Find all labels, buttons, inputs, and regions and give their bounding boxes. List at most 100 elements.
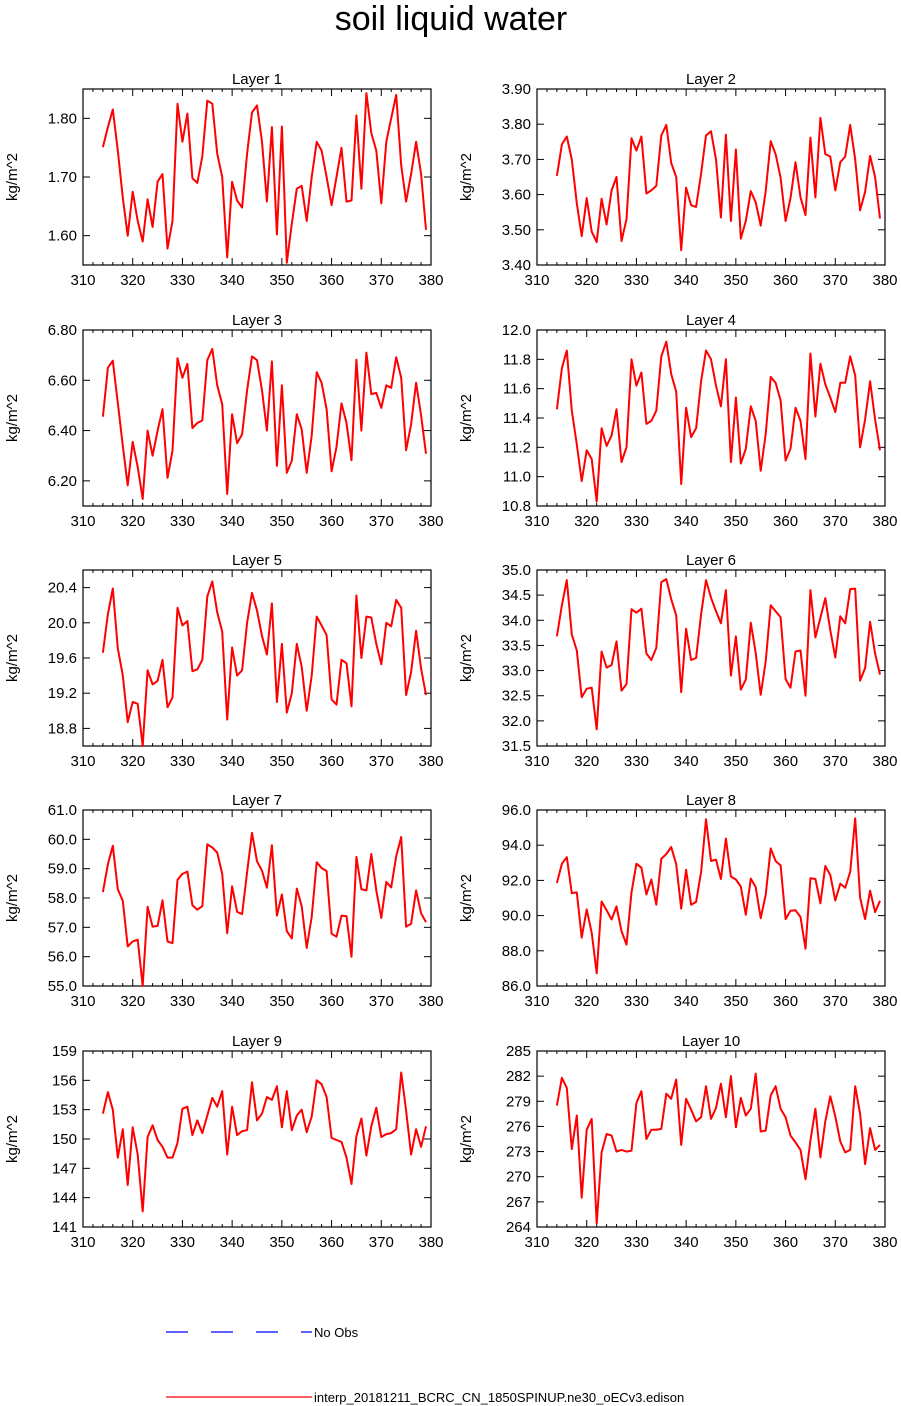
x-tick-label: 370	[823, 1234, 848, 1251]
y-tick-label: 19.2	[48, 685, 77, 702]
chart-panel: Layer 3 kg/m^2 310 320 330 340 350 360 370 380 6.2…	[4, 312, 444, 530]
x-tick-label: 350	[723, 513, 748, 530]
y-axis-label: kg/m^2	[4, 634, 21, 682]
y-tick-label: 285	[506, 1043, 531, 1060]
y-tick-label: 159	[52, 1043, 77, 1060]
legend-label-no-obs: No Obs	[314, 1325, 359, 1340]
x-tick-label: 360	[773, 513, 798, 530]
y-tick-label: 11.4	[503, 410, 531, 427]
x-tick-label: 370	[823, 272, 848, 289]
y-tick-label: 61.0	[48, 802, 77, 819]
y-axis-label: kg/m^2	[4, 1115, 21, 1163]
chart-panel: Layer 7 kg/m^2 310 320 330 340 350 360 370 380 55.…	[4, 792, 444, 1010]
x-tick-label: 380	[418, 1234, 443, 1251]
y-axis-label: kg/m^2	[4, 153, 21, 201]
x-tick-label: 350	[269, 513, 294, 530]
y-tick-label: 282	[506, 1068, 531, 1085]
x-tick-label: 360	[319, 1234, 344, 1251]
y-axis-label: kg/m^2	[458, 153, 475, 201]
series-line	[555, 578, 881, 731]
y-tick-label: 88.0	[502, 943, 531, 960]
x-tick-label: 340	[220, 513, 245, 530]
x-tick-label: 340	[220, 993, 245, 1010]
x-tick-label: 310	[524, 272, 549, 289]
panel-title: Layer 5	[232, 552, 282, 569]
legend-label-model: interp_20181211_BCRC_CN_1850SPINUP.ne30_…	[314, 1390, 684, 1405]
y-tick-label: 31.5	[502, 738, 531, 755]
plot-frame	[536, 569, 886, 747]
y-tick-label: 3.60	[502, 187, 531, 204]
y-tick-label: 11.6	[503, 381, 531, 398]
y-tick-label: 11.8	[503, 351, 531, 368]
x-tick-label: 360	[319, 753, 344, 770]
x-tick-label: 340	[674, 513, 699, 530]
panel-title: Layer 4	[686, 312, 736, 329]
x-tick-label: 330	[170, 513, 195, 530]
chart-panel: Layer 5 kg/m^2 310 320 330 340 350 360 370 380 18.…	[4, 552, 444, 770]
plot-frame	[82, 329, 432, 507]
y-tick-label: 150	[52, 1131, 77, 1148]
x-tick-label: 310	[524, 1234, 549, 1251]
x-tick-label: 360	[773, 993, 798, 1010]
series-line	[555, 817, 881, 975]
y-tick-label: 60.0	[48, 831, 77, 848]
y-tick-label: 32.5	[502, 688, 531, 705]
figure-title: soil liquid water	[335, 0, 567, 38]
x-tick-label: 320	[120, 753, 145, 770]
y-tick-label: 153	[52, 1102, 77, 1119]
x-tick-label: 350	[723, 993, 748, 1010]
x-tick-label: 320	[120, 272, 145, 289]
x-tick-label: 340	[674, 272, 699, 289]
y-tick-label: 144	[52, 1190, 77, 1207]
y-tick-label: 3.90	[502, 81, 531, 98]
y-axis-label: kg/m^2	[458, 1115, 475, 1163]
panel-title: Layer 9	[232, 1033, 282, 1050]
y-tick-label: 59.0	[48, 861, 77, 878]
x-tick-label: 350	[269, 1234, 294, 1251]
panel-title: Layer 2	[686, 71, 736, 88]
y-tick-label: 11.0	[503, 469, 531, 486]
panel-title: Layer 3	[232, 312, 282, 329]
x-tick-label: 320	[120, 993, 145, 1010]
y-tick-label: 56.0	[48, 949, 77, 966]
x-tick-label: 310	[70, 513, 95, 530]
series-line	[101, 92, 427, 264]
y-axis-label: kg/m^2	[458, 874, 475, 922]
x-tick-label: 340	[220, 1234, 245, 1251]
y-tick-label: 156	[52, 1072, 77, 1089]
y-tick-label: 141	[52, 1219, 77, 1236]
x-tick-label: 330	[170, 753, 195, 770]
series-line	[555, 116, 881, 252]
x-tick-label: 380	[872, 1234, 897, 1251]
series-line	[101, 347, 427, 500]
y-tick-label: 58.0	[48, 890, 77, 907]
x-tick-label: 370	[369, 1234, 394, 1251]
y-tick-label: 32.0	[502, 713, 531, 730]
x-tick-label: 320	[574, 513, 599, 530]
plot-frame	[536, 88, 886, 266]
x-tick-label: 360	[773, 753, 798, 770]
y-tick-label: 96.0	[502, 802, 531, 819]
panels: Layer 1 kg/m^2 310 320 330 340 350 360 370 380 1.6…	[4, 71, 898, 1251]
x-tick-label: 350	[269, 272, 294, 289]
y-tick-label: 276	[506, 1118, 531, 1135]
x-tick-label: 330	[170, 993, 195, 1010]
y-tick-label: 20.0	[48, 615, 77, 632]
y-tick-label: 6.60	[48, 372, 77, 389]
panel-title: Layer 7	[232, 792, 282, 809]
x-tick-label: 360	[773, 272, 798, 289]
x-tick-label: 360	[319, 513, 344, 530]
y-tick-label: 35.0	[502, 562, 531, 579]
y-tick-label: 57.0	[48, 919, 77, 936]
x-tick-label: 380	[418, 753, 443, 770]
y-tick-label: 11.2	[503, 439, 531, 456]
y-tick-label: 20.4	[48, 580, 77, 597]
x-tick-label: 330	[624, 513, 649, 530]
y-tick-label: 3.70	[502, 151, 531, 168]
x-tick-label: 330	[170, 1234, 195, 1251]
x-tick-label: 310	[524, 753, 549, 770]
x-tick-label: 350	[269, 993, 294, 1010]
y-tick-label: 279	[506, 1093, 531, 1110]
chart-panel: Layer 4 kg/m^2 310 320 330 340 350 360 370 380 10.…	[458, 312, 898, 530]
x-tick-label: 310	[524, 993, 549, 1010]
